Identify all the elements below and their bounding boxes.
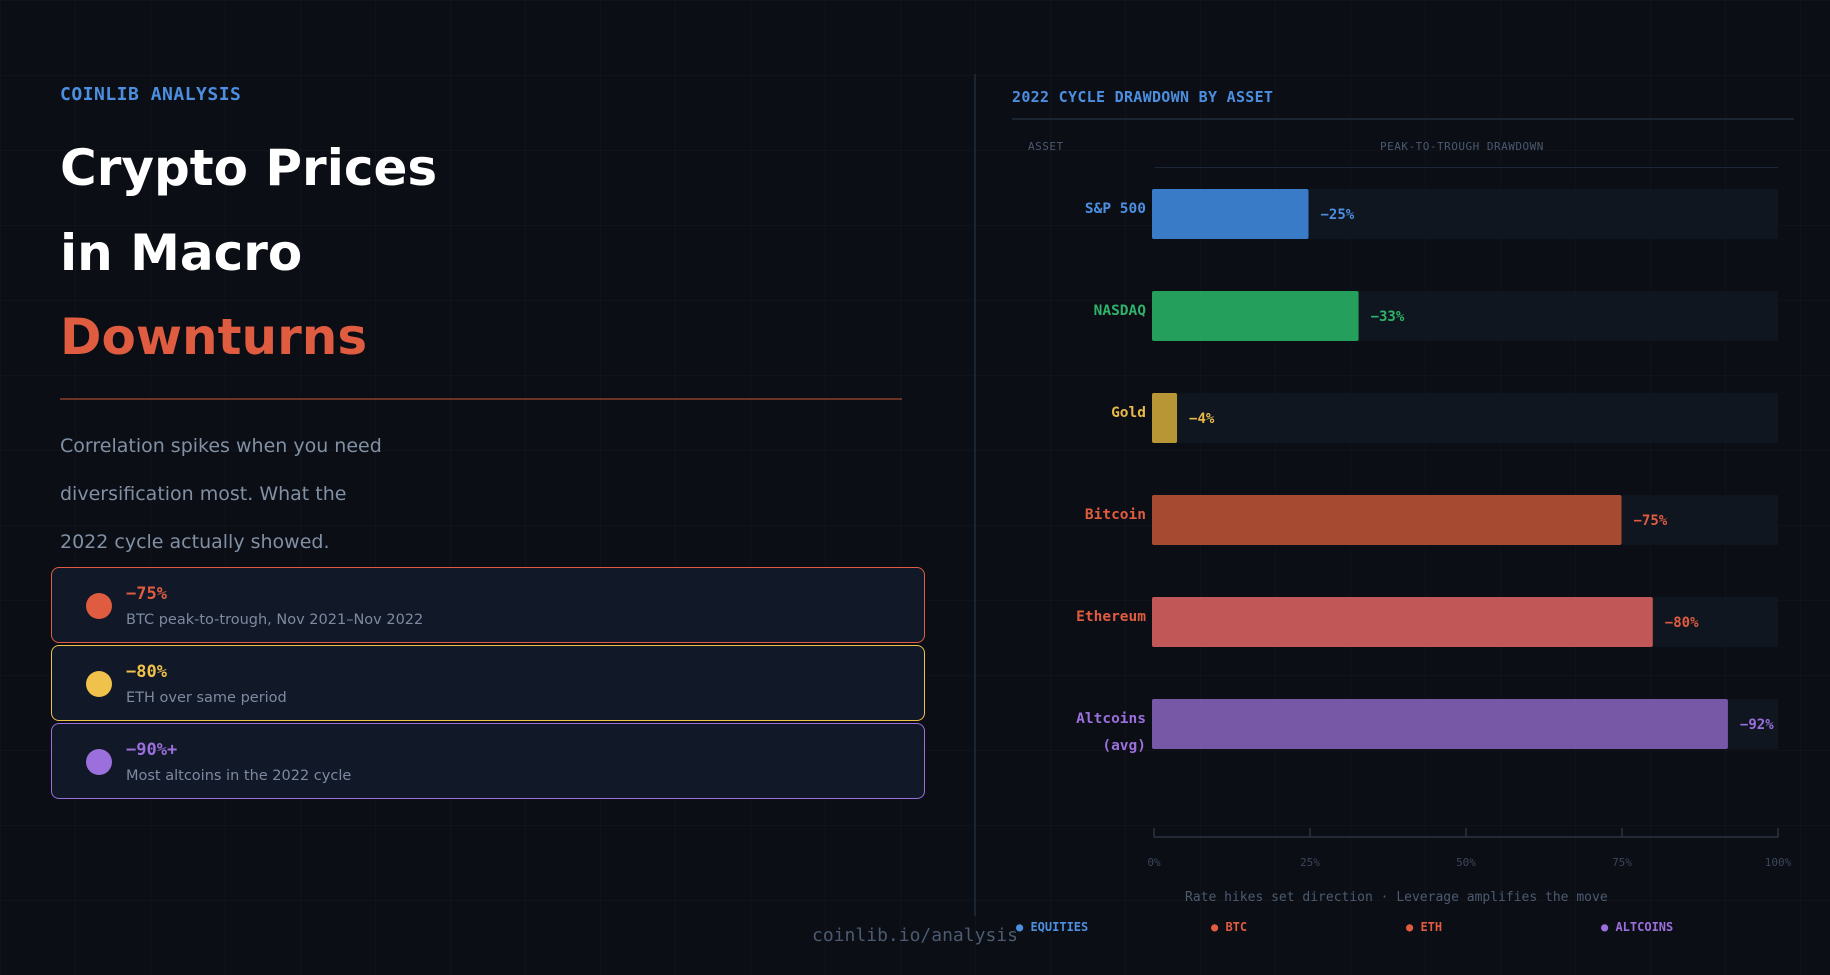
bar-value-label: −33% — [1371, 309, 1405, 325]
subtitle-line-1: Correlation spikes when you need — [60, 435, 382, 457]
stat-value: −90%+ — [126, 740, 178, 760]
column-header-drawdown: PEAK-TO-TROUGH DRAWDOWN — [1380, 140, 1544, 153]
bar — [1152, 393, 1178, 443]
legend-item-altcoins: ● ALTCOINS — [1601, 920, 1674, 934]
stat-value: −80% — [126, 662, 167, 682]
eyebrow-label: COINLIB ANALYSIS — [60, 84, 242, 105]
panel-divider — [974, 74, 976, 916]
left-panel: COINLIB ANALYSIS Crypto Prices in Macro … — [51, 84, 925, 799]
legend-item-eth: ● ETH — [1406, 920, 1443, 934]
page-title-line-2: in Macro — [60, 224, 303, 282]
chart-title-rule — [1012, 118, 1794, 120]
bar-track — [1152, 393, 1778, 443]
bar-value-label: −80% — [1665, 615, 1699, 631]
column-header-asset: ASSET — [1028, 140, 1064, 153]
stat-description: ETH over same period — [126, 690, 287, 706]
bar-value-label: −4% — [1189, 411, 1215, 427]
header-rule — [1155, 167, 1778, 168]
bar-value-label: −75% — [1634, 513, 1668, 529]
stat-value: −75% — [126, 584, 167, 604]
stat-description: Most altcoins in the 2022 cycle — [126, 768, 352, 784]
page-title-line-1: Crypto Prices — [60, 139, 438, 197]
x-tick-label: 100% — [1765, 856, 1792, 869]
bar — [1152, 291, 1359, 341]
category-label: Altcoins — [1076, 711, 1146, 727]
category-label: Bitcoin — [1085, 507, 1146, 523]
legend-item-equities: ● EQUITIES — [1016, 920, 1089, 934]
stat-dot-icon — [86, 593, 112, 619]
category-label: Ethereum — [1076, 609, 1146, 625]
bar-value-label: −92% — [1740, 717, 1774, 733]
footer-url: coinlib.io/analysis — [812, 925, 1018, 946]
stat-card-btc: −75% BTC peak-to-trough, Nov 2021–Nov 20… — [51, 567, 925, 643]
category-label: (avg) — [1102, 738, 1146, 754]
stat-card-altcoins: −90%+ Most altcoins in the 2022 cycle — [51, 723, 925, 799]
title-divider — [60, 398, 902, 400]
x-tick-label: 0% — [1147, 856, 1161, 869]
x-tick-label: 75% — [1612, 856, 1632, 869]
category-label: NASDAQ — [1094, 303, 1147, 319]
category-label: Gold — [1111, 405, 1146, 421]
x-tick-label: 25% — [1300, 856, 1320, 869]
chart-title: 2022 CYCLE DRAWDOWN BY ASSET — [1012, 88, 1274, 106]
bar — [1152, 597, 1653, 647]
category-label: S&P 500 — [1085, 201, 1146, 217]
stat-dot-icon — [86, 671, 112, 697]
chart-caption: Rate hikes set direction · Leverage ampl… — [1185, 890, 1608, 905]
bar — [1152, 495, 1622, 545]
x-tick-label: 50% — [1456, 856, 1476, 869]
subtitle-line-2: diversification most. What the — [60, 483, 347, 505]
bar-value-label: −25% — [1321, 207, 1355, 223]
page-title-line-3: Downturns — [60, 308, 368, 366]
subtitle-line-3: 2022 cycle actually showed. — [60, 531, 330, 553]
bar — [1152, 189, 1309, 239]
stat-card-eth: −80% ETH over same period — [51, 645, 925, 721]
legend-item-btc: ● BTC — [1211, 920, 1248, 934]
bar — [1152, 699, 1728, 749]
stat-description: BTC peak-to-trough, Nov 2021–Nov 2022 — [126, 612, 424, 628]
stat-dot-icon — [86, 749, 112, 775]
